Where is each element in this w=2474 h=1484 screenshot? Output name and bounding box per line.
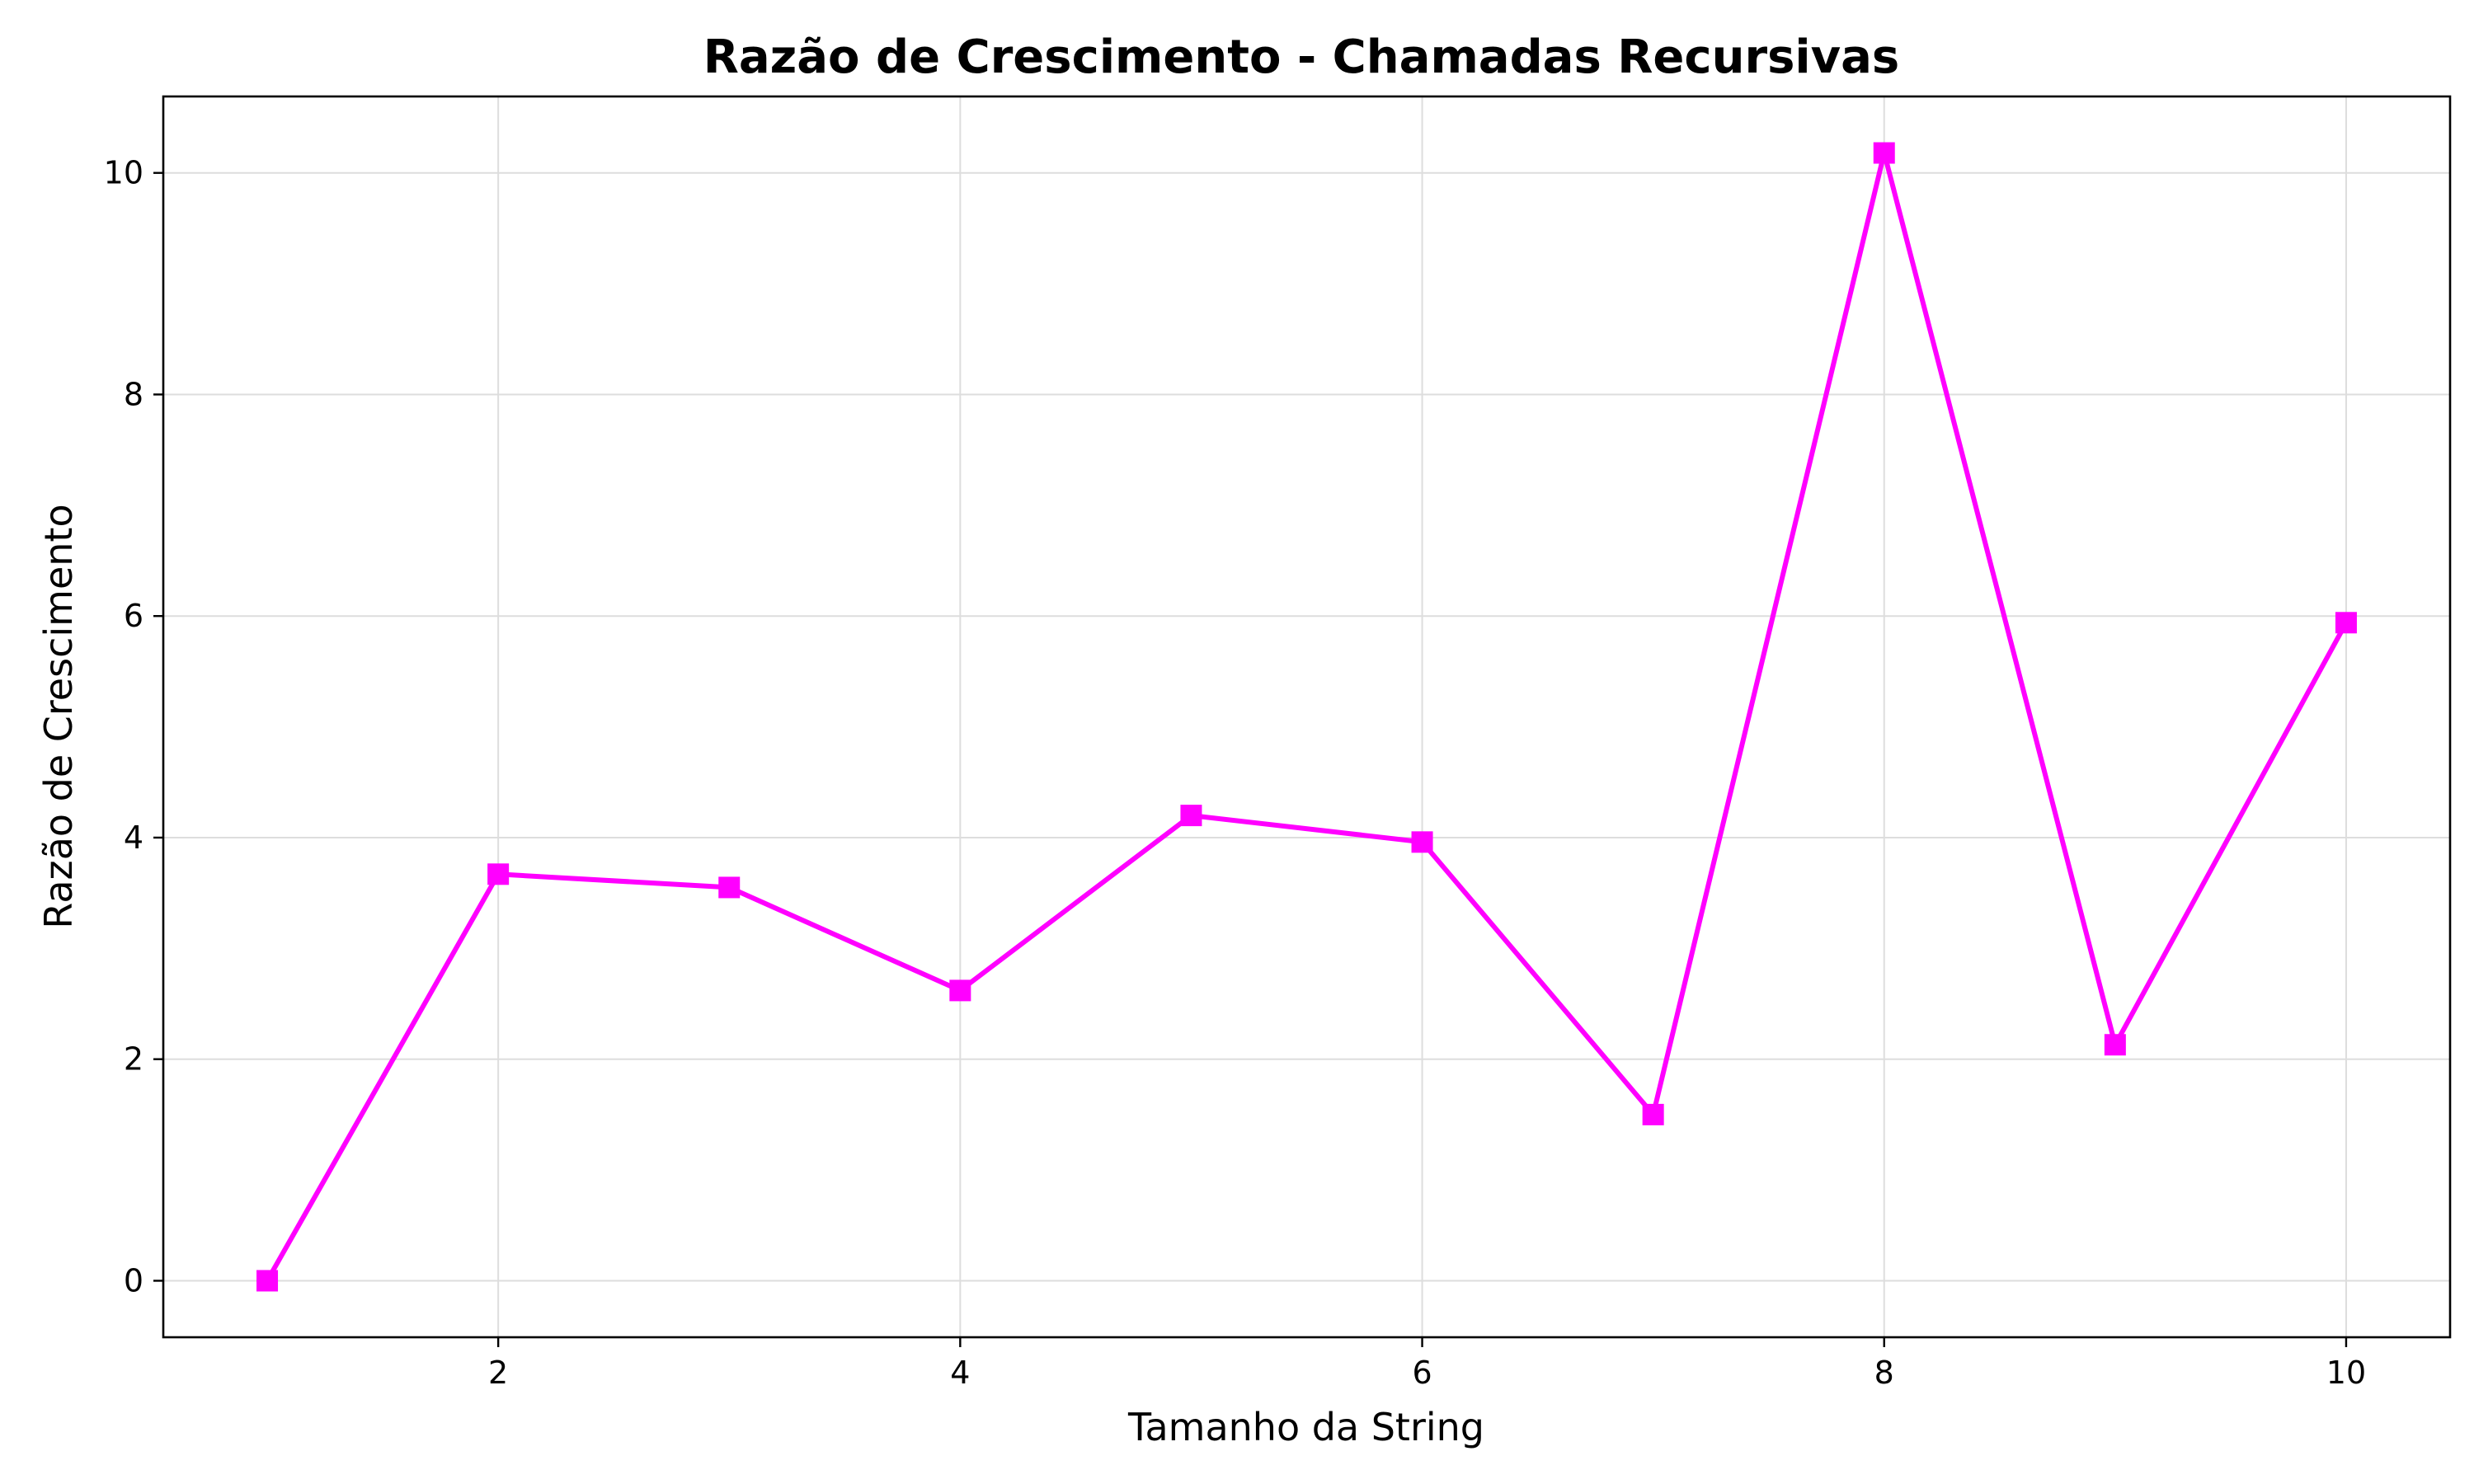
data-point-marker	[1411, 831, 1433, 853]
series-line	[265, 150, 2349, 1284]
x-tick-label: 2	[488, 1355, 508, 1391]
chart-title: Razão de Crescimento - Chamadas Recursiv…	[703, 31, 1899, 84]
data-point-marker	[718, 876, 741, 899]
plot-area-frame	[162, 95, 2452, 1339]
y-tick-label: 4	[124, 819, 143, 856]
x-tick-label: 8	[1874, 1355, 1894, 1391]
data-point-marker	[1180, 805, 1202, 827]
y-tick-label: 2	[124, 1041, 143, 1078]
series-layer	[256, 142, 2357, 1292]
data-point-marker	[487, 863, 510, 885]
data-point-marker	[1873, 142, 1895, 164]
y-axis-label: Razão de Crescimento	[36, 504, 81, 928]
x-tick-label: 10	[2326, 1355, 2366, 1391]
data-point-marker	[2104, 1034, 2126, 1056]
x-tick-label: 6	[1412, 1355, 1432, 1391]
x-axis-label: Tamanho da String	[1127, 1405, 1484, 1449]
y-tick-label: 6	[124, 598, 143, 634]
data-point-marker	[256, 1270, 279, 1292]
data-point-marker	[949, 979, 971, 1002]
data-point-marker	[2335, 612, 2357, 634]
y-tick-label: 0	[124, 1262, 143, 1298]
y-tick-label: 8	[124, 376, 143, 412]
axis-ticks: 2 4 6 8 10 0 2 4 6 8 10	[104, 155, 2366, 1391]
y-tick-label: 10	[104, 155, 143, 191]
x-tick-label: 4	[950, 1355, 970, 1391]
grid-lines	[163, 96, 2450, 1337]
data-point-marker	[1642, 1103, 1664, 1125]
